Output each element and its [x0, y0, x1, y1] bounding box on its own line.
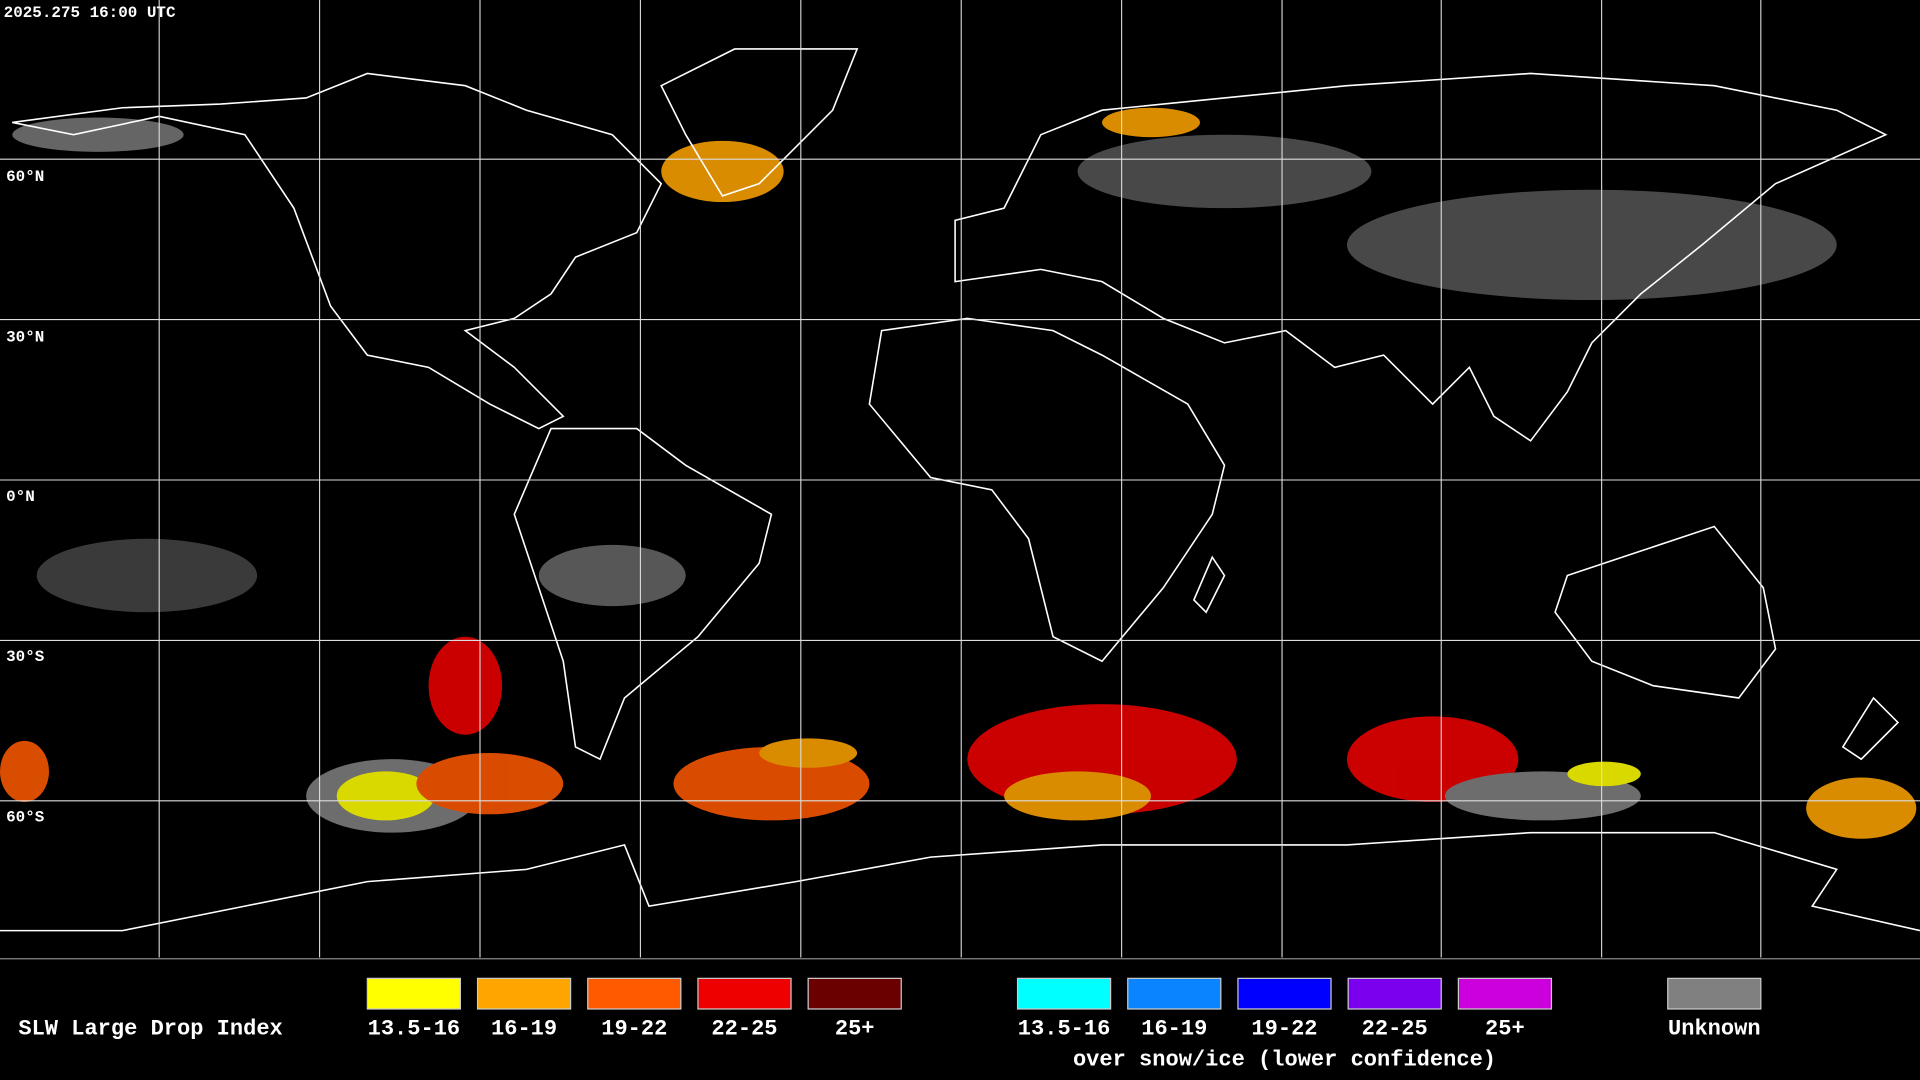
lat-label: 60°S — [6, 809, 45, 827]
cloud-field — [0, 107, 1917, 839]
legend-label: 25+ — [835, 1017, 875, 1042]
legend-label: 16-19 — [1141, 1017, 1207, 1042]
legend-label: 19-22 — [601, 1017, 667, 1042]
cloud — [538, 544, 686, 607]
legend-title: SLW Large Drop Index — [18, 1017, 282, 1042]
timestamp: 2025.275 16:00 UTC — [4, 4, 176, 22]
legend: SLW Large Drop Index over snow/ice (lowe… — [18, 977, 1762, 1072]
legend-label: 13.5-16 — [368, 1017, 461, 1042]
legend-swatch — [1347, 977, 1442, 1010]
eurasia — [954, 72, 1888, 442]
australia — [1554, 525, 1777, 699]
lat-label: 30°S — [6, 648, 45, 666]
legend-swatch — [1016, 977, 1112, 1010]
legend-caption: over snow/ice (lower confidence) — [1073, 1047, 1496, 1072]
legend-swatch — [1667, 977, 1762, 1010]
lat-label: 0°N — [6, 488, 35, 506]
north-america — [12, 72, 663, 430]
legend-swatch — [366, 977, 462, 1010]
cloud — [1346, 189, 1837, 300]
madagascar — [1192, 555, 1226, 614]
legend-swatch — [807, 977, 902, 1010]
cloud — [36, 538, 258, 613]
graticule — [0, 0, 1920, 958]
legend-swatch — [1237, 977, 1332, 1010]
new-zealand — [1841, 696, 1900, 761]
legend-label: 25+ — [1485, 1017, 1525, 1042]
legend-swatch — [476, 977, 572, 1010]
legend-label: 22-25 — [1362, 1017, 1428, 1042]
cloud — [416, 753, 564, 815]
cloud — [661, 140, 784, 203]
legend-label: 13.5-16 — [1018, 1017, 1111, 1042]
cloud — [0, 740, 49, 803]
cloud — [1806, 777, 1917, 839]
legend-label: Unknown — [1668, 1017, 1761, 1042]
legend-label: 19-22 — [1251, 1017, 1317, 1042]
cloud — [12, 117, 184, 152]
legend-swatch — [697, 977, 792, 1010]
south-america — [513, 427, 773, 761]
cloud — [759, 738, 858, 768]
legend-label: 22-25 — [711, 1017, 777, 1042]
cloud — [1567, 761, 1641, 787]
cloud — [428, 636, 503, 735]
legend-label: 16-19 — [491, 1017, 557, 1042]
antarctica — [0, 831, 1920, 932]
legend-swatch — [1457, 977, 1553, 1010]
lat-label: 60°N — [6, 168, 44, 186]
legend-swatch — [1127, 977, 1222, 1010]
lat-label: 30°N — [6, 329, 44, 347]
cloud — [336, 771, 435, 821]
africa — [868, 317, 1226, 663]
legend-swatch — [587, 977, 682, 1010]
cloud — [1004, 771, 1152, 821]
greenland — [660, 48, 859, 197]
cloud — [1102, 107, 1200, 138]
cloud — [1077, 134, 1372, 209]
coastlines — [0, 48, 1920, 932]
